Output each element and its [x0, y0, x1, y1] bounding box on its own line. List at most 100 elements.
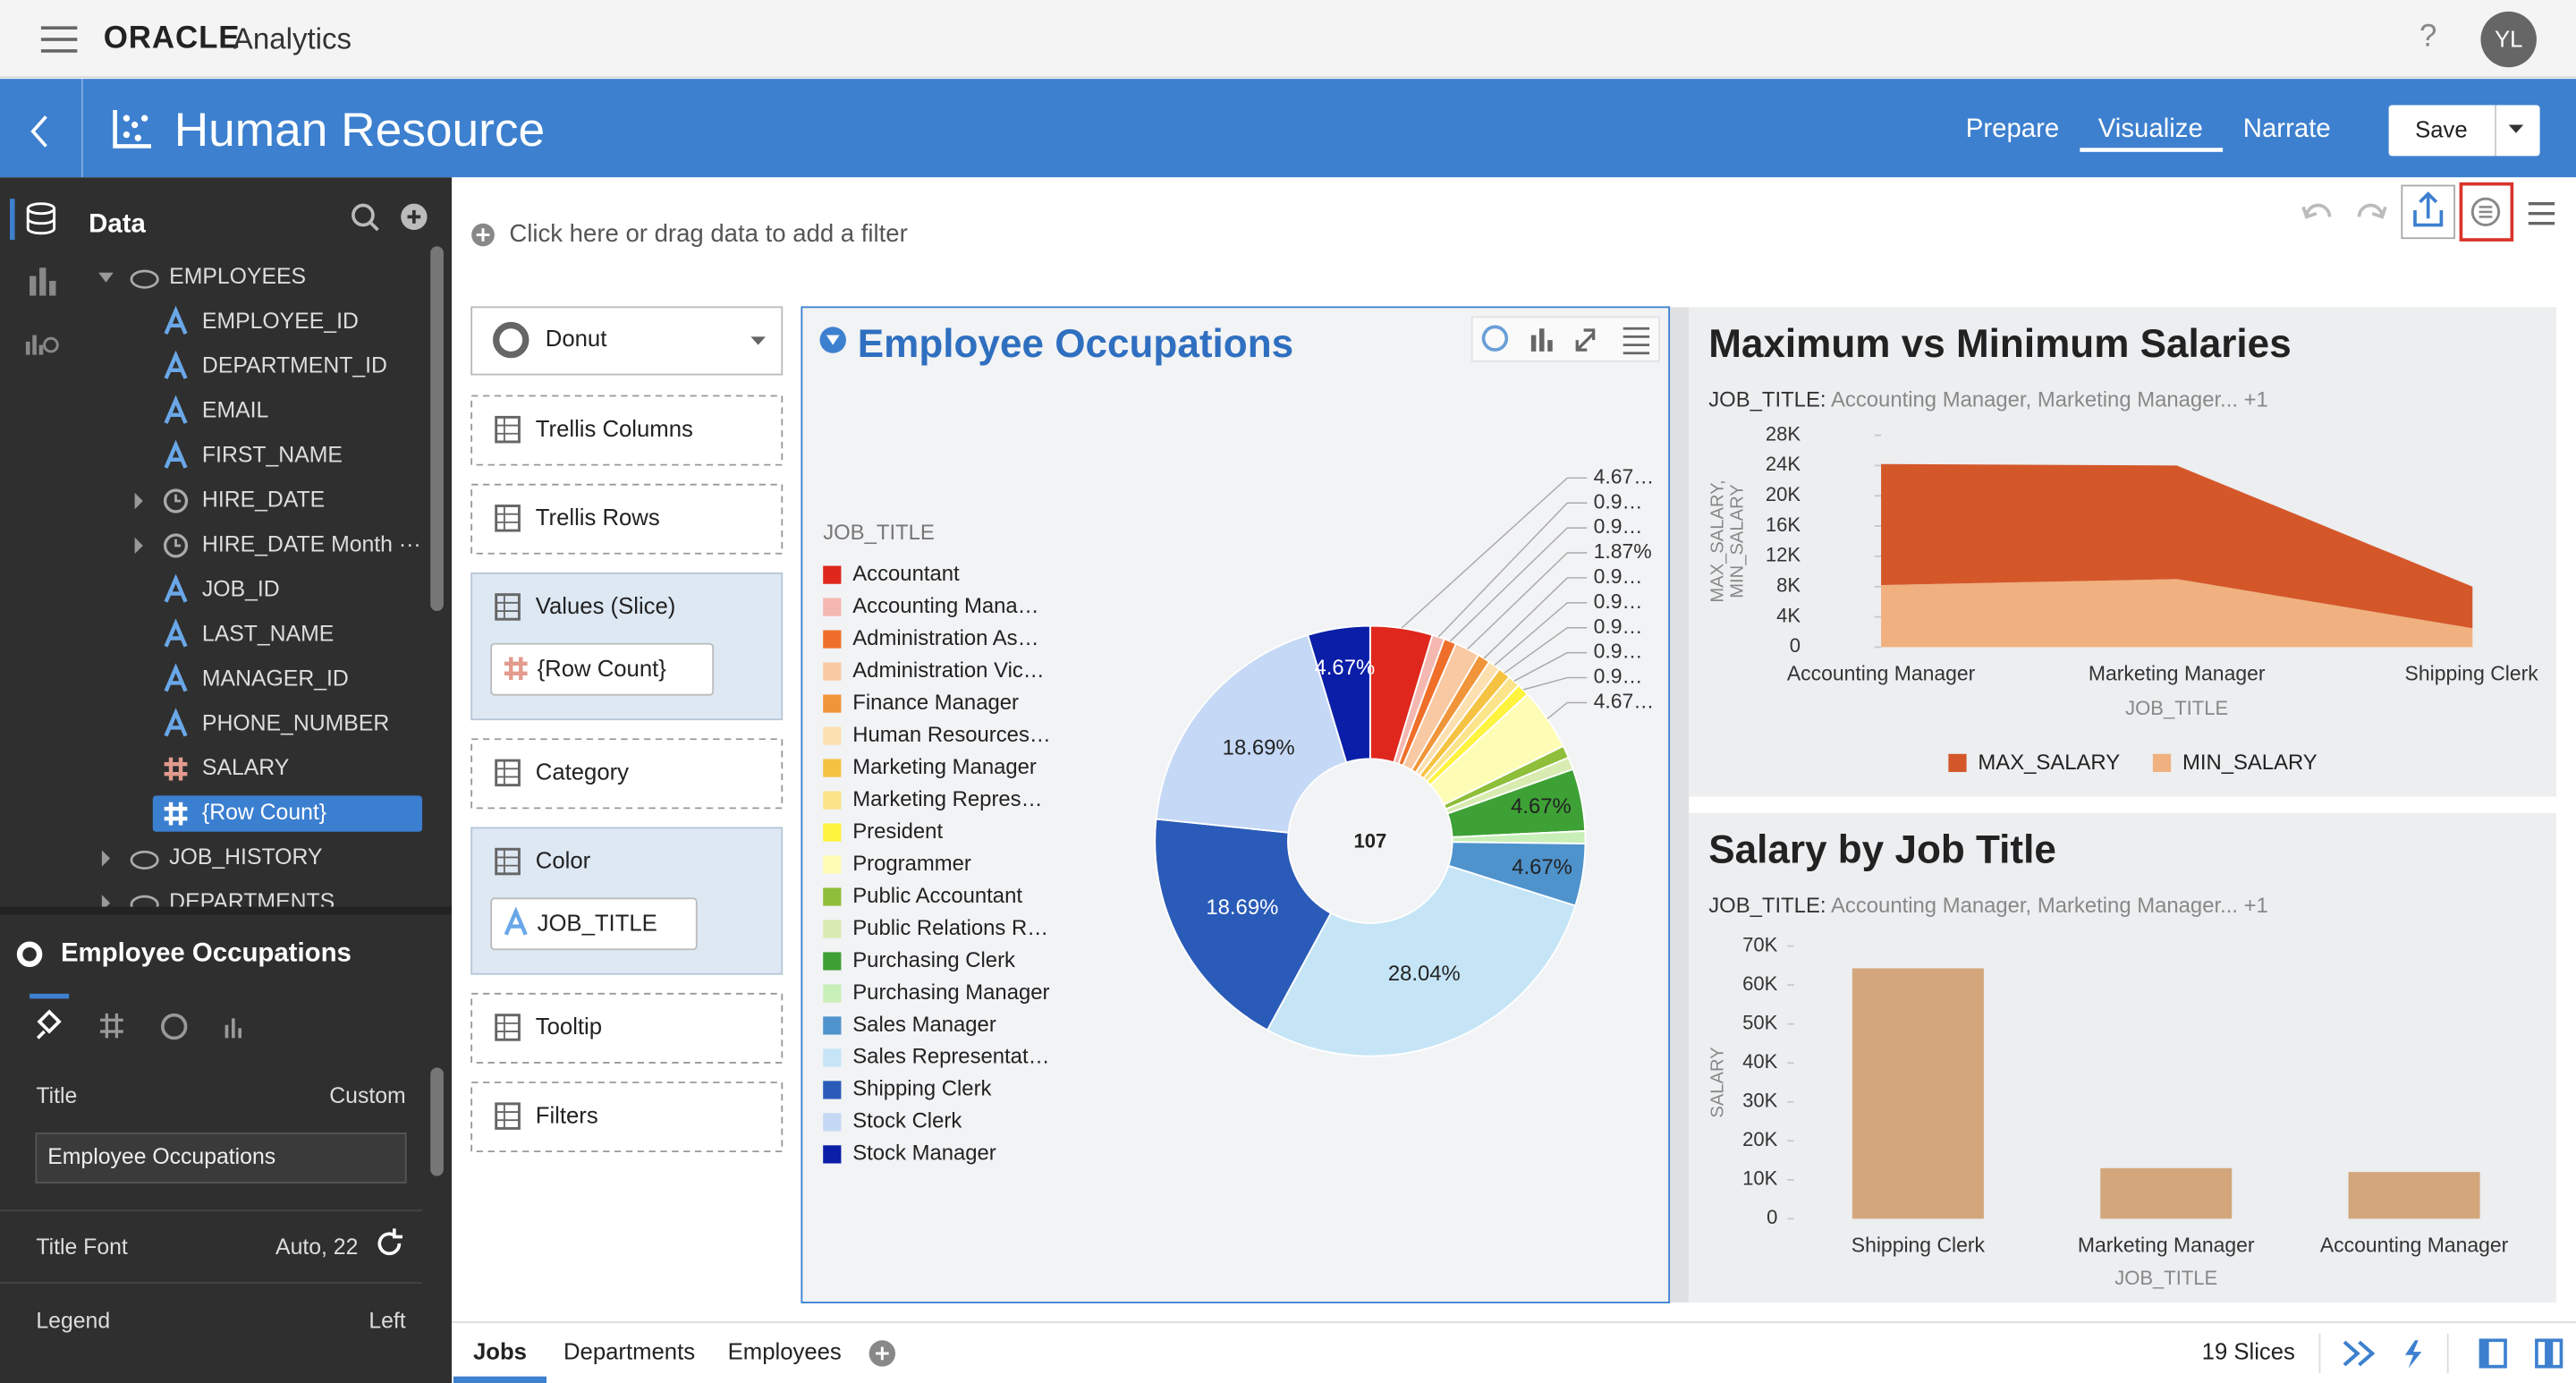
- tree-toggle[interactable]: [101, 850, 111, 867]
- property-value[interactable]: Auto, 22: [275, 1235, 358, 1260]
- attribute-icon: [164, 305, 188, 335]
- header-tab[interactable]: Visualize: [2098, 114, 2203, 143]
- canvas-menu-icon[interactable]: [2528, 202, 2555, 225]
- auto-apply-icon[interactable]: [2404, 1340, 2422, 1369]
- tree-item[interactable]: PHONE_NUMBER: [202, 711, 389, 735]
- back-button[interactable]: [30, 115, 47, 148]
- data-label: 1.87%: [1594, 539, 1652, 563]
- chart-gutter: [1669, 307, 1690, 1303]
- drop-target-label: Values (Slice): [536, 594, 676, 619]
- property-value[interactable]: Custom: [329, 1084, 405, 1108]
- highlight-button[interactable]: [2459, 182, 2514, 242]
- drop-target[interactable]: [470, 1082, 784, 1153]
- legend-label: Accountant: [852, 562, 960, 586]
- data-pill[interactable]: [490, 897, 698, 951]
- y-tick-label: 20K: [1742, 1128, 1777, 1150]
- legend-swatch: [823, 662, 842, 681]
- tree-item[interactable]: {Row Count}: [202, 801, 326, 825]
- chart-filter-label: JOB_TITLE:: [1708, 894, 1826, 918]
- tree-item[interactable]: FIRST_NAME: [202, 444, 343, 468]
- tree-item[interactable]: DEPARTMENT_ID: [202, 354, 387, 378]
- data-label: 4.67%: [1315, 656, 1376, 680]
- tree-item[interactable]: JOB_HISTORY: [169, 845, 322, 870]
- analytics-icon[interactable]: [25, 335, 44, 355]
- title-input[interactable]: [35, 1132, 407, 1184]
- tree-item[interactable]: EMPLOYEE_ID: [202, 310, 359, 334]
- save-dropdown[interactable]: [2508, 124, 2524, 133]
- drop-target[interactable]: [470, 738, 784, 810]
- save-label: Save: [2415, 118, 2468, 143]
- tree-item[interactable]: HIRE_DATE: [202, 488, 325, 513]
- tree-item[interactable]: EMAIL: [202, 399, 268, 423]
- header-tab[interactable]: Prepare: [1966, 114, 2060, 143]
- filter-placeholder[interactable]: Click here or drag data to add a filter: [509, 219, 907, 247]
- tree-item[interactable]: EMPLOYEES: [169, 265, 306, 289]
- viz-toolbar-icon[interactable]: [1623, 327, 1650, 355]
- panel-toggle-fill: [2545, 1340, 2554, 1367]
- property-value[interactable]: Left: [369, 1310, 405, 1334]
- values-tab-icon[interactable]: [100, 1013, 123, 1039]
- x-tick-label: Marketing Manager: [2078, 1234, 2255, 1257]
- project-icon-dot: [140, 115, 148, 122]
- table-icon: [130, 850, 159, 870]
- y-tick-label: 20K: [1766, 483, 1801, 505]
- general-tab-icon[interactable]: [36, 1009, 62, 1039]
- header-bar: [0, 79, 2576, 178]
- header-tab[interactable]: Narrate: [2243, 114, 2331, 143]
- canvas-tab[interactable]: Employees: [728, 1340, 842, 1365]
- legend-label: Administration Vic…: [852, 658, 1044, 683]
- tree-item[interactable]: MANAGER_ID: [202, 666, 349, 691]
- avatar[interactable]: [2480, 11, 2537, 68]
- tree-item[interactable]: JOB_ID: [202, 577, 280, 601]
- redo-icon[interactable]: [2357, 203, 2387, 219]
- data-pill[interactable]: [490, 642, 715, 696]
- y-tick-label: 0: [1790, 634, 1801, 657]
- label-leader: [1483, 577, 1588, 659]
- legend-swatch: [823, 598, 842, 616]
- tree-item[interactable]: SALARY: [202, 756, 289, 780]
- search-icon[interactable]: [352, 203, 375, 227]
- tree-item[interactable]: HIRE_DATE Month ···: [202, 533, 421, 557]
- color-tab-icon[interactable]: [161, 1013, 188, 1040]
- date-icon-hands: [174, 539, 182, 547]
- tree-toggle[interactable]: [134, 537, 143, 555]
- drop-target[interactable]: [470, 395, 784, 466]
- tree-toggle[interactable]: [134, 492, 143, 510]
- property-label: Legend: [36, 1310, 110, 1334]
- drop-target[interactable]: [470, 992, 784, 1064]
- search-icon-handle: [368, 220, 379, 232]
- add-data-cross: [407, 210, 421, 224]
- drop-target[interactable]: [470, 483, 784, 555]
- viz-toolbar-icon[interactable]: [1575, 328, 1596, 352]
- chart-type-select[interactable]: [470, 306, 784, 376]
- canvas-tab[interactable]: Jobs: [473, 1340, 527, 1365]
- reset-font-icon[interactable]: [377, 1228, 402, 1256]
- tree-item[interactable]: LAST_NAME: [202, 622, 334, 646]
- tree-toggle[interactable]: [98, 272, 114, 283]
- canvas-tabs: [452, 1322, 2576, 1383]
- legend-label: Shipping Clerk: [852, 1077, 991, 1101]
- drop-target-label: Filters: [536, 1103, 598, 1128]
- add-filter-cross: [476, 228, 490, 242]
- canvas-tab[interactable]: Departments: [564, 1340, 695, 1365]
- y-tick-label: 10K: [1742, 1167, 1777, 1190]
- legend-label: Human Resources…: [852, 723, 1050, 747]
- legend-swatch: [823, 791, 842, 810]
- help-button[interactable]: ?: [2419, 18, 2436, 53]
- analytics-tab-icon[interactable]: [225, 1018, 242, 1039]
- drop-target-icon-detail: [496, 1103, 520, 1129]
- data-actions-icon[interactable]: [2343, 1340, 2376, 1367]
- drop-target-icon-detail: [496, 760, 520, 785]
- undo-icon[interactable]: [2301, 203, 2332, 219]
- top-bar: [0, 0, 2576, 78]
- drop-target-icon: [495, 1014, 521, 1041]
- viz-toolbar-icon[interactable]: [1481, 325, 1509, 352]
- drop-target-icon: [495, 847, 521, 876]
- visualizations-icon[interactable]: [30, 267, 56, 296]
- menu-icon[interactable]: [40, 26, 78, 53]
- measure-icon: [164, 802, 188, 826]
- viz-toolbar-icon[interactable]: [1530, 328, 1553, 352]
- legend-swatch: [823, 952, 842, 971]
- save-button[interactable]: [2388, 105, 2540, 157]
